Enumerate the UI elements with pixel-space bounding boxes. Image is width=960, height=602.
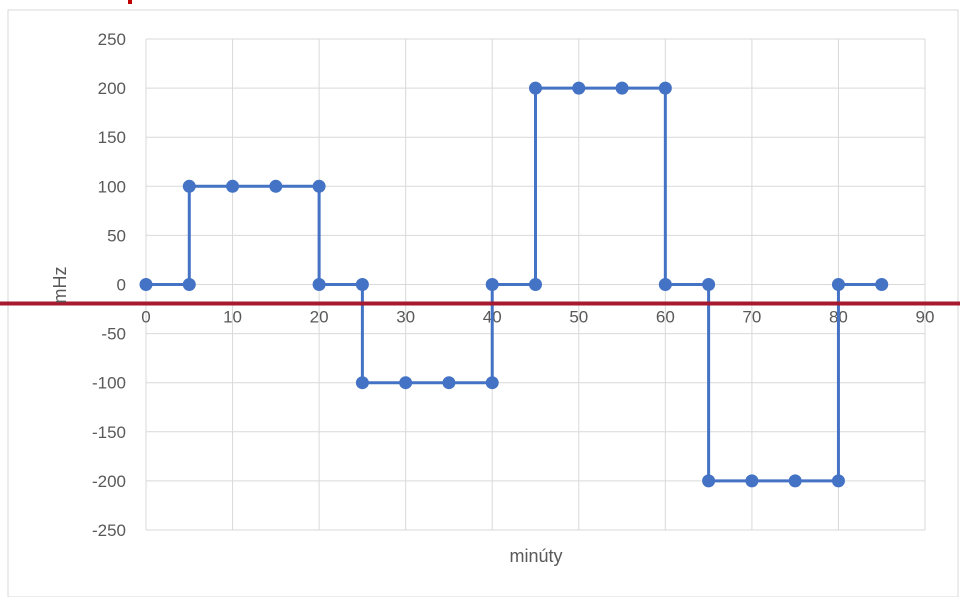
data-point bbox=[875, 278, 889, 291]
y-tick-label: 50 bbox=[107, 226, 126, 245]
data-point bbox=[831, 278, 845, 291]
gridlines bbox=[145, 38, 926, 531]
data-point bbox=[485, 278, 499, 291]
data-point bbox=[182, 179, 196, 193]
data-point bbox=[485, 376, 499, 390]
data-point bbox=[355, 278, 369, 291]
x-axis-ticks: 0 10 20 30 40 50 60 70 80 90 bbox=[141, 308, 934, 327]
data-point bbox=[226, 179, 240, 193]
data-point bbox=[572, 81, 586, 95]
y-tick-label: -100 bbox=[92, 374, 126, 393]
data-point bbox=[312, 278, 326, 291]
x-tick-label: 50 bbox=[569, 308, 588, 327]
x-axis-title: minúty bbox=[509, 546, 562, 566]
data-point bbox=[658, 278, 672, 291]
data-point bbox=[658, 81, 672, 95]
data-point bbox=[442, 376, 456, 390]
data-point bbox=[182, 278, 196, 291]
data-point bbox=[615, 81, 629, 95]
data-point bbox=[399, 376, 413, 390]
y-tick-label: 0 bbox=[117, 276, 126, 295]
data-point bbox=[269, 179, 283, 193]
x-tick-label: 0 bbox=[141, 308, 150, 327]
top-left-accent bbox=[128, 0, 132, 4]
x-tick-label: 20 bbox=[310, 308, 329, 327]
y-tick-label: 250 bbox=[98, 30, 126, 49]
data-point bbox=[745, 474, 759, 488]
y-tick-label: -200 bbox=[92, 472, 126, 491]
data-point bbox=[529, 278, 542, 291]
y-tick-label: 200 bbox=[98, 79, 126, 98]
y-axis-title: mHz bbox=[50, 267, 70, 304]
data-point bbox=[702, 278, 716, 291]
y-tick-label: -250 bbox=[92, 521, 126, 540]
y-tick-label: 100 bbox=[98, 177, 126, 196]
y-axis-ticks: 250 200 150 100 50 0 -50 -100 -150 -200 -250 bbox=[92, 30, 126, 540]
series-layer bbox=[139, 81, 889, 488]
y-tick-label: -50 bbox=[101, 325, 126, 344]
x-tick-label: 70 bbox=[742, 308, 761, 327]
data-point bbox=[529, 81, 542, 95]
x-tick-label: 30 bbox=[396, 308, 415, 327]
series-line bbox=[146, 86, 882, 483]
data-point bbox=[312, 179, 326, 193]
y-tick-label: 150 bbox=[98, 128, 126, 147]
data-point bbox=[355, 376, 369, 390]
y-tick-label: -150 bbox=[92, 423, 126, 442]
data-point bbox=[139, 278, 153, 291]
data-point bbox=[831, 474, 845, 488]
data-point bbox=[702, 474, 716, 488]
data-point bbox=[788, 474, 802, 488]
x-tick-label: 90 bbox=[916, 308, 935, 327]
x-tick-label: 60 bbox=[656, 308, 675, 327]
x-tick-label: 10 bbox=[223, 308, 242, 327]
